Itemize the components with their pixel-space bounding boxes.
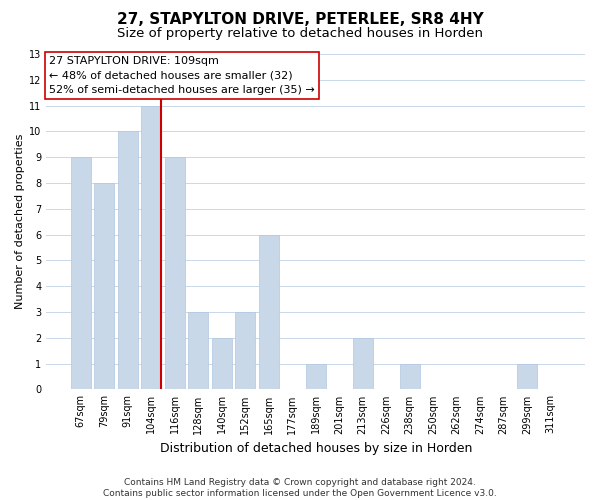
- Text: Contains HM Land Registry data © Crown copyright and database right 2024.
Contai: Contains HM Land Registry data © Crown c…: [103, 478, 497, 498]
- Bar: [94, 183, 115, 390]
- Bar: [259, 234, 279, 390]
- Text: 27 STAPYLTON DRIVE: 109sqm
← 48% of detached houses are smaller (32)
52% of semi: 27 STAPYLTON DRIVE: 109sqm ← 48% of deta…: [49, 56, 315, 96]
- Bar: [235, 312, 255, 390]
- X-axis label: Distribution of detached houses by size in Horden: Distribution of detached houses by size …: [160, 442, 472, 455]
- Bar: [517, 364, 537, 390]
- Bar: [118, 132, 138, 390]
- Bar: [71, 157, 91, 390]
- Bar: [142, 106, 161, 390]
- Bar: [306, 364, 326, 390]
- Bar: [400, 364, 419, 390]
- Y-axis label: Number of detached properties: Number of detached properties: [15, 134, 25, 310]
- Bar: [353, 338, 373, 390]
- Bar: [165, 157, 185, 390]
- Text: 27, STAPYLTON DRIVE, PETERLEE, SR8 4HY: 27, STAPYLTON DRIVE, PETERLEE, SR8 4HY: [116, 12, 484, 28]
- Bar: [212, 338, 232, 390]
- Bar: [188, 312, 208, 390]
- Text: Size of property relative to detached houses in Horden: Size of property relative to detached ho…: [117, 28, 483, 40]
